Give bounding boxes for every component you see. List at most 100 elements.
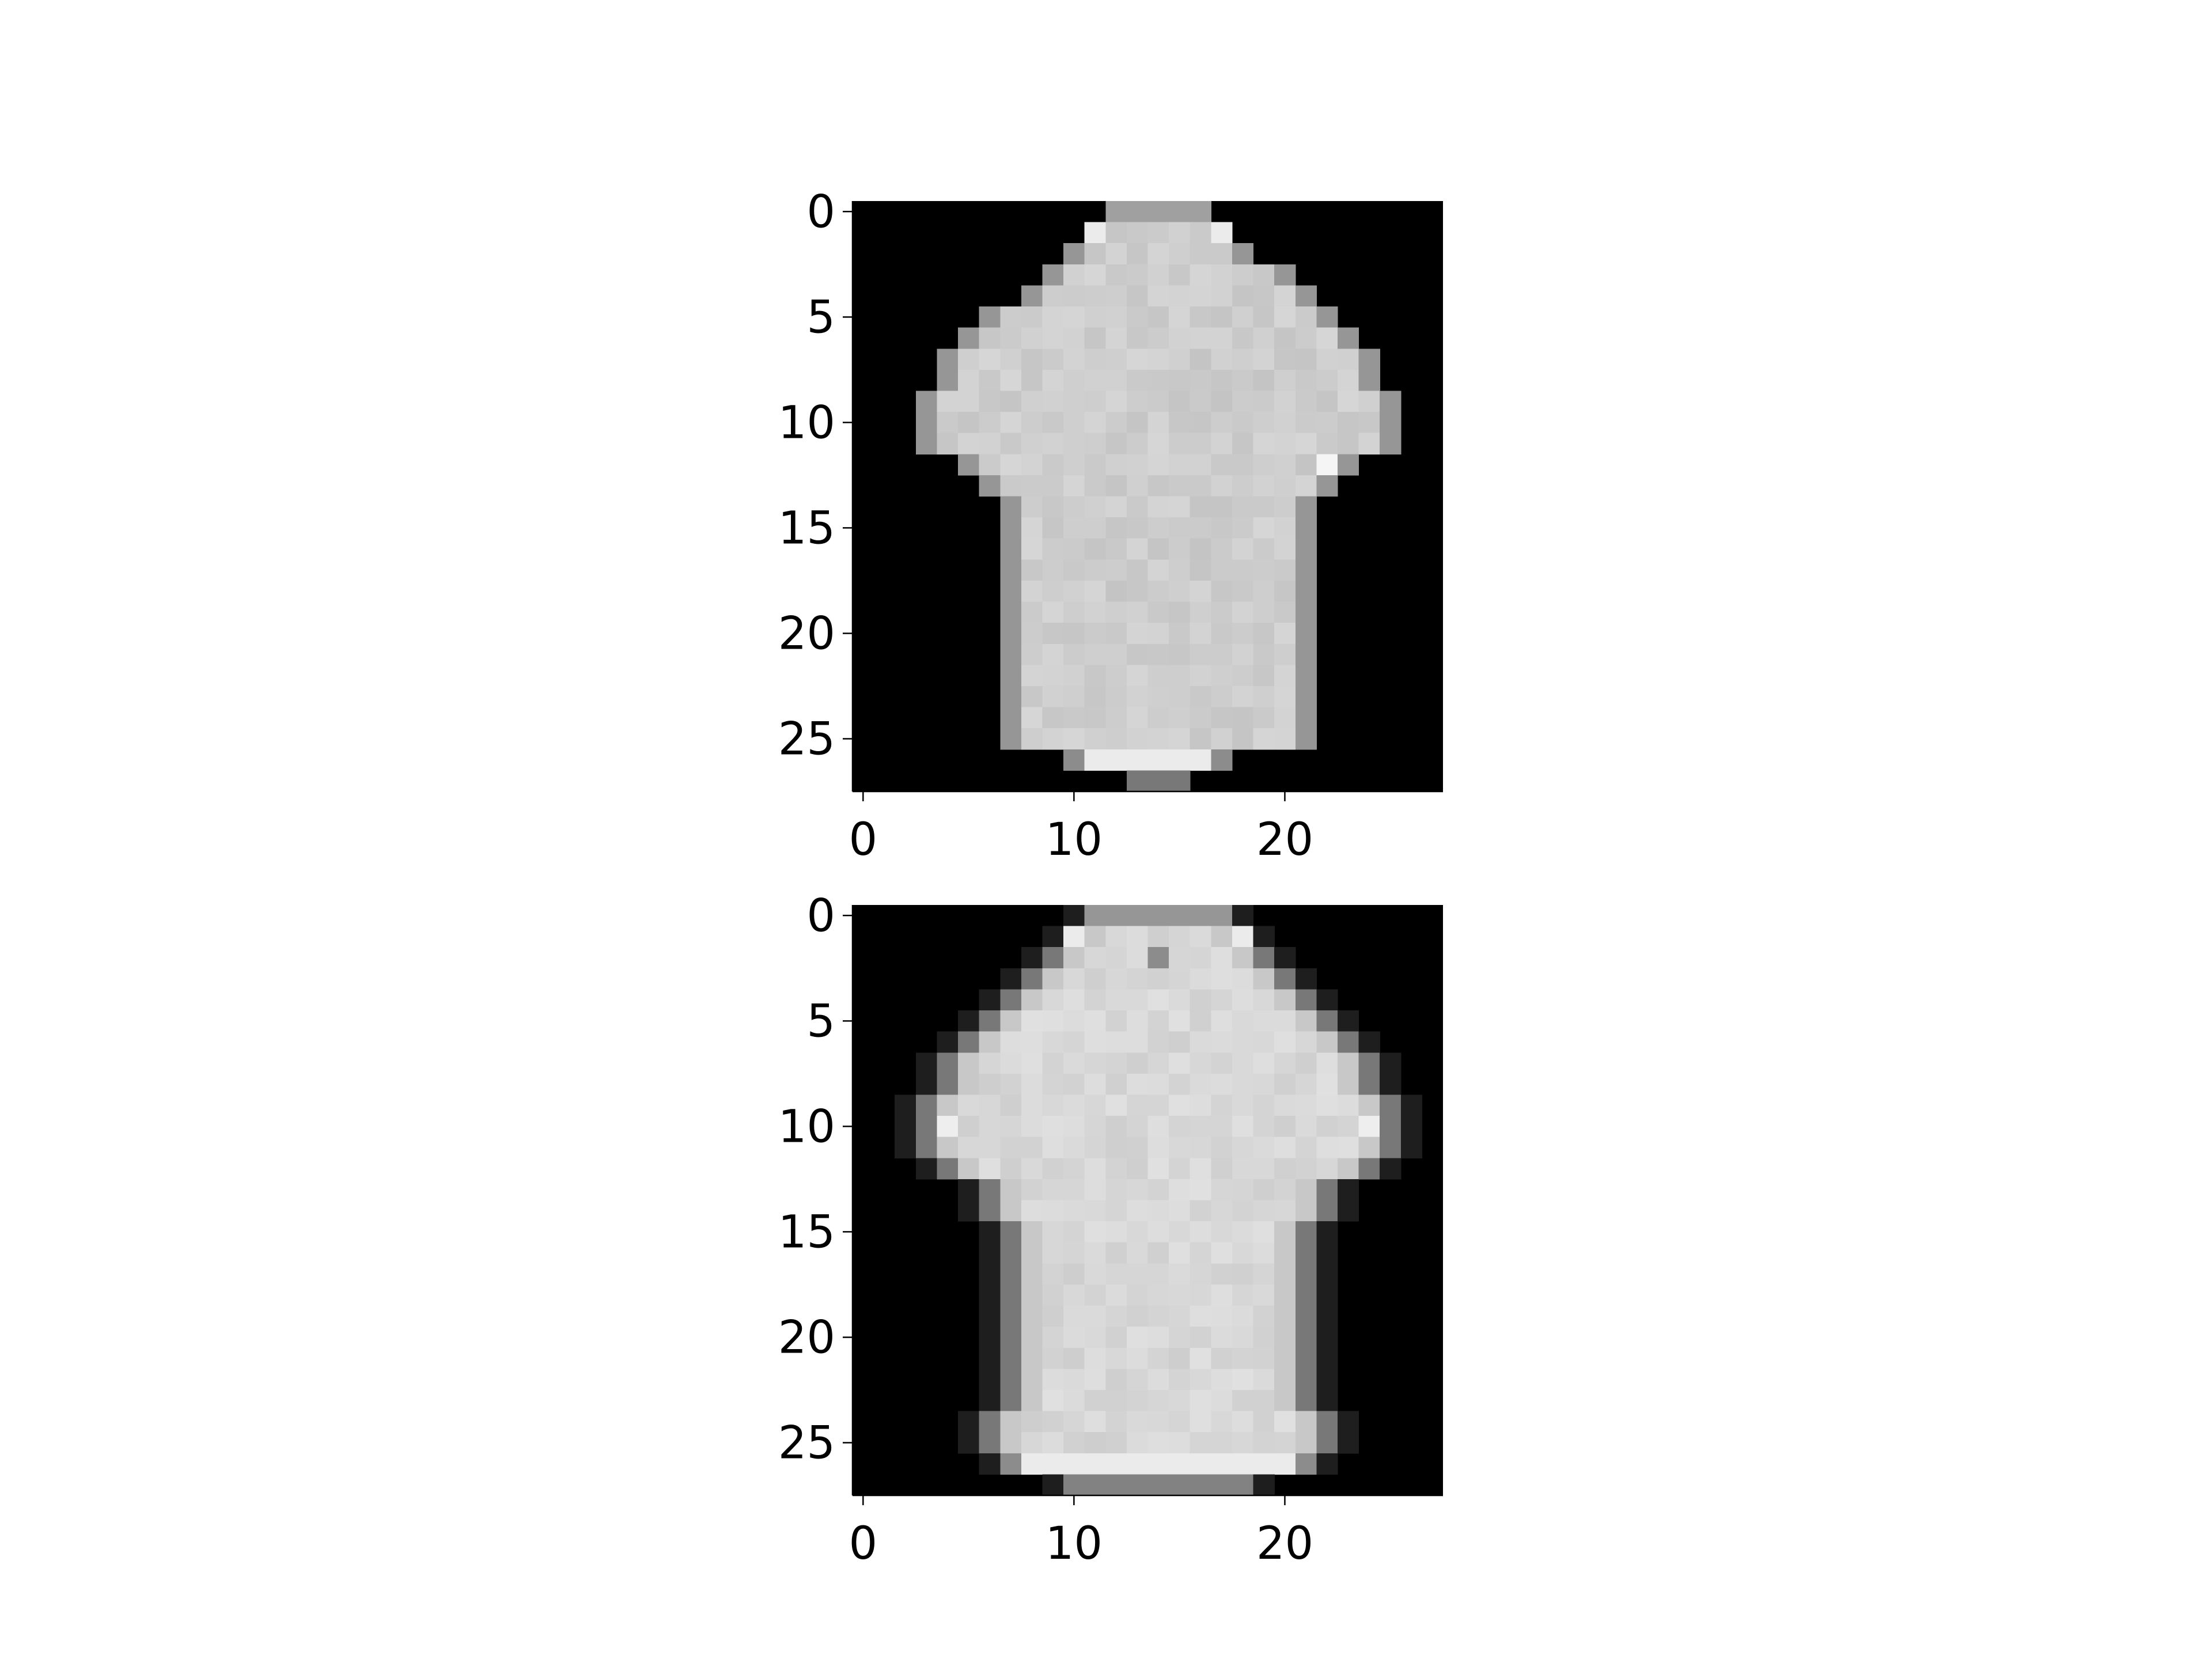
- image-pixel: [1232, 433, 1254, 454]
- image-pixel: [1042, 1305, 1064, 1327]
- image-pixel: [1105, 1369, 1127, 1391]
- image-pixel: [1274, 1347, 1296, 1369]
- image-pixel: [1063, 1094, 1085, 1116]
- image-pixel: [1295, 1284, 1317, 1306]
- image-pixel: [1190, 665, 1211, 687]
- image-pixel: [1084, 905, 1106, 927]
- image-pixel: [1105, 1411, 1127, 1433]
- image-pixel: [1316, 1200, 1338, 1222]
- image-pixel: [1316, 1284, 1338, 1306]
- image-pixel: [1063, 1305, 1085, 1327]
- image-pixel: [1232, 1200, 1254, 1222]
- image-pixel: [1211, 1305, 1233, 1327]
- image-pixel: [1274, 1327, 1296, 1349]
- image-pixel: [1274, 1116, 1296, 1138]
- image-pixel: [1147, 1347, 1169, 1369]
- image-pixel: [1126, 201, 1149, 223]
- image-pixel: [1190, 968, 1211, 990]
- image-pixel: [1274, 665, 1296, 687]
- image-pixel: [1253, 559, 1275, 581]
- image-pixel: [1211, 643, 1233, 665]
- image-pixel: [1295, 1242, 1317, 1264]
- image-pixel: [1063, 369, 1085, 392]
- image-pixel: [1211, 433, 1233, 454]
- image-pixel: [1063, 1221, 1085, 1243]
- y-tick-label: 25: [778, 1417, 835, 1469]
- image-pixel: [1000, 454, 1022, 476]
- image-pixel: [1084, 749, 1106, 771]
- image-pixel: [1253, 580, 1275, 603]
- image-pixel: [1232, 1094, 1254, 1116]
- image-pixel: [915, 1073, 938, 1096]
- image-pixel: [1232, 1347, 1254, 1369]
- image-pixel: [1042, 1369, 1064, 1391]
- image-pixel: [1295, 1137, 1317, 1158]
- image-pixel: [1232, 1158, 1254, 1180]
- image-pixel: [895, 1094, 916, 1116]
- image-pixel: [1337, 454, 1359, 476]
- image-pixel: [1169, 306, 1191, 328]
- image-pixel: [1084, 1010, 1106, 1032]
- image-pixel: [1147, 989, 1169, 1011]
- image-pixel: [1380, 1094, 1402, 1116]
- image-pixel: [1274, 1200, 1296, 1222]
- image-pixel: [1063, 1284, 1085, 1306]
- image-pixel: [1021, 1411, 1043, 1433]
- image-pixel: [915, 412, 938, 434]
- image-pixel: [1232, 580, 1254, 603]
- image-pixel: [1042, 1347, 1064, 1369]
- image-pixel: [979, 1031, 1001, 1053]
- image-pixel: [1084, 306, 1106, 328]
- image-pixel: [1232, 1284, 1254, 1306]
- image-pixel: [1105, 243, 1127, 265]
- image-pixel: [1169, 433, 1191, 454]
- image-pixel: [1295, 728, 1317, 750]
- image-pixel: [1232, 1137, 1254, 1158]
- image-pixel: [1380, 1052, 1402, 1074]
- image-pixel: [1126, 454, 1149, 476]
- image-pixel: [1253, 369, 1275, 392]
- image-pixel: [1232, 707, 1254, 729]
- image-pixel: [1084, 1158, 1106, 1180]
- image-pixel: [1274, 947, 1296, 969]
- image-pixel: [1147, 1242, 1169, 1264]
- image-pixel: [1232, 538, 1254, 560]
- image-pixel: [1000, 1242, 1022, 1264]
- image-pixel: [1000, 1010, 1022, 1032]
- image-pixel: [1169, 1347, 1191, 1369]
- image-pixel: [1126, 433, 1149, 454]
- image-pixel: [1274, 1010, 1296, 1032]
- image-pixel: [1000, 1369, 1022, 1391]
- image-pixel: [979, 1116, 1001, 1138]
- image-pixel: [1147, 1052, 1169, 1074]
- image-pixel: [1126, 1347, 1149, 1369]
- image-pixel: [1147, 475, 1169, 497]
- image-pixel: [1211, 580, 1233, 603]
- y-tick-label: 0: [806, 890, 835, 942]
- image-pixel: [1169, 1284, 1191, 1306]
- image-pixel: [1232, 926, 1254, 948]
- image-pixel: [1042, 1010, 1064, 1032]
- image-pixel: [1211, 369, 1233, 392]
- image-pixel: [1358, 369, 1380, 392]
- image-pixel: [1126, 1221, 1149, 1243]
- image-pixel: [1021, 369, 1043, 392]
- image-pixel: [1253, 1242, 1275, 1264]
- image-pixel: [1063, 349, 1085, 370]
- image-pixel: [1169, 243, 1191, 265]
- image-pixel: [1147, 947, 1169, 969]
- image-pixel: [1232, 285, 1254, 307]
- image-pixel: [1274, 1221, 1296, 1243]
- image-pixel: [1063, 1010, 1085, 1032]
- image-pixel: [1063, 243, 1085, 265]
- image-pixel: [1380, 433, 1402, 454]
- image-pixel: [1105, 1389, 1127, 1412]
- image-pixel: [1147, 926, 1169, 948]
- image-pixel: [1169, 685, 1191, 708]
- image-pixel: [1126, 327, 1149, 349]
- image-pixel: [979, 1369, 1001, 1391]
- image-pixel: [1211, 685, 1233, 708]
- image-pixel: [1084, 1432, 1106, 1454]
- image-pixel: [1000, 1347, 1022, 1369]
- image-pixel: [1063, 1031, 1085, 1053]
